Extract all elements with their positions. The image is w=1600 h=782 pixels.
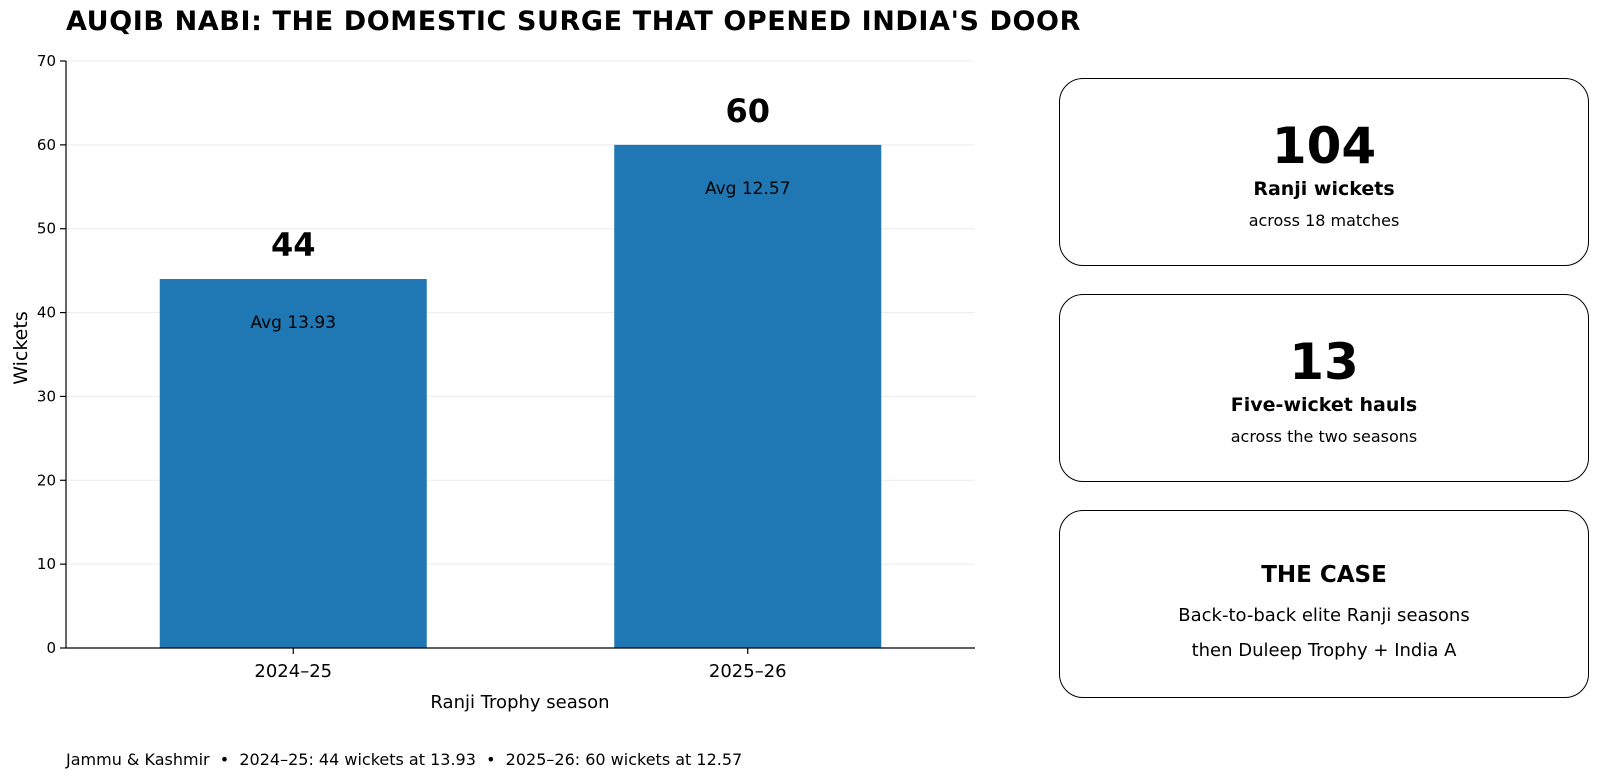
- x-axis-label: Ranji Trophy season: [430, 692, 609, 713]
- bar-2: [614, 144, 882, 648]
- x-tick-label: 2025–26: [709, 661, 787, 682]
- five-wicket-hauls-subtext: across the two seasons: [1230, 427, 1418, 446]
- total-wickets-subtext: across 18 matches: [1248, 211, 1400, 230]
- page-title: AUQIB NABI: THE DOMESTIC SURGE THAT OPEN…: [66, 6, 1081, 37]
- y-tick-label: 0: [46, 639, 56, 657]
- y-axis-label: Wickets: [10, 311, 32, 384]
- ticks: 0 10 20 30 40 50 60 70 2024–25 2025–26: [37, 52, 787, 682]
- bars: 44 Avg 13.93 60 Avg 12.57: [159, 92, 882, 648]
- stat-card-five-wicket-hauls: 13 Five-wicket hauls across the two seas…: [1059, 294, 1589, 482]
- case-line-2: then Duleep Trophy + India A: [1191, 640, 1457, 661]
- case-line-1: Back-to-back elite Ranji seasons: [1178, 605, 1470, 626]
- total-wickets-label: Ranji wickets: [1253, 178, 1395, 200]
- total-wickets-value: 104: [1271, 117, 1377, 175]
- bar-1: [159, 279, 427, 648]
- y-tick-label: 70: [37, 52, 56, 70]
- stat-card-the-case: THE CASE Back-to-back elite Ranji season…: [1059, 510, 1589, 698]
- y-tick-label: 10: [37, 555, 56, 573]
- stat-card-total-wickets: 104 Ranji wickets across 18 matches: [1059, 78, 1589, 266]
- bar-value-label: 60: [725, 92, 770, 130]
- footer-note: Jammu & Kashmir • 2024–25: 44 wickets at…: [66, 750, 743, 769]
- case-title: THE CASE: [1261, 562, 1387, 588]
- five-wicket-hauls-label: Five-wicket hauls: [1230, 394, 1418, 416]
- bar-average-annotation: Avg 13.93: [250, 313, 336, 333]
- x-tick-label: 2024–25: [254, 661, 332, 682]
- y-tick-label: 30: [37, 387, 56, 405]
- y-tick-label: 50: [37, 220, 56, 238]
- bar-average-annotation: Avg 12.57: [705, 179, 791, 199]
- bar-chart: 44 Avg 13.93 60 Avg 12.57 0 10 20 30 40 50 60 70 20…: [10, 52, 975, 713]
- y-tick-label: 40: [37, 304, 56, 322]
- five-wicket-hauls-value: 13: [1289, 333, 1359, 391]
- y-tick-label: 60: [37, 136, 56, 154]
- y-tick-label: 20: [37, 471, 56, 489]
- axes: [65, 61, 975, 649]
- bar-value-label: 44: [271, 226, 316, 264]
